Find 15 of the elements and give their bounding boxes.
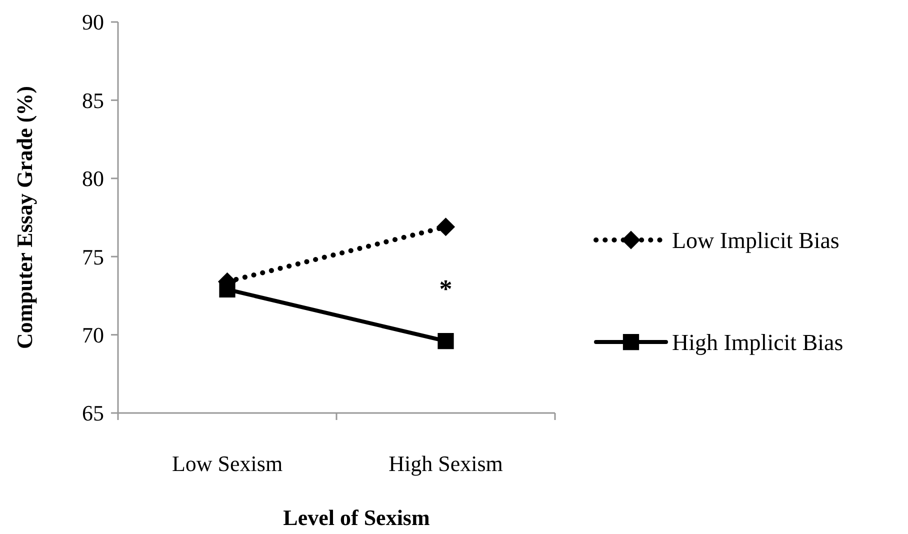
y-tick-label: 90 [82, 10, 104, 35]
y-tick-label: 70 [82, 322, 104, 348]
legend-label: High Implicit Bias [672, 330, 844, 356]
point [436, 218, 456, 236]
x-axis-title: Level of Sexism [283, 505, 430, 530]
y-tick-label: 80 [82, 166, 104, 192]
y-tick-label: 85 [82, 88, 104, 113]
point [438, 332, 454, 350]
y-tick-label: 75 [82, 244, 104, 270]
annotation: * [439, 274, 452, 304]
legend-label: Low Implicit Bias [672, 228, 840, 254]
x-tick-label: High Sexism [388, 451, 503, 476]
x-tick-label: Low Sexism [172, 451, 283, 476]
y-axis-title: Computer Essay Grade (%) [12, 86, 37, 349]
y-tick-label: 65 [82, 400, 104, 426]
